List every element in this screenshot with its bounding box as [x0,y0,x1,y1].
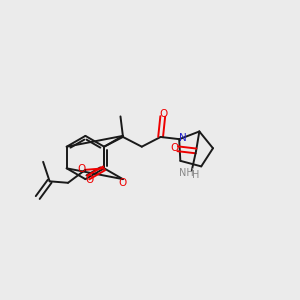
Text: NH: NH [179,168,194,178]
Text: O: O [171,143,179,153]
Text: O: O [159,109,167,119]
Text: O: O [119,178,127,188]
Text: H: H [192,169,200,180]
Text: O: O [78,164,86,174]
Text: O: O [85,175,94,185]
Text: N: N [179,133,187,143]
